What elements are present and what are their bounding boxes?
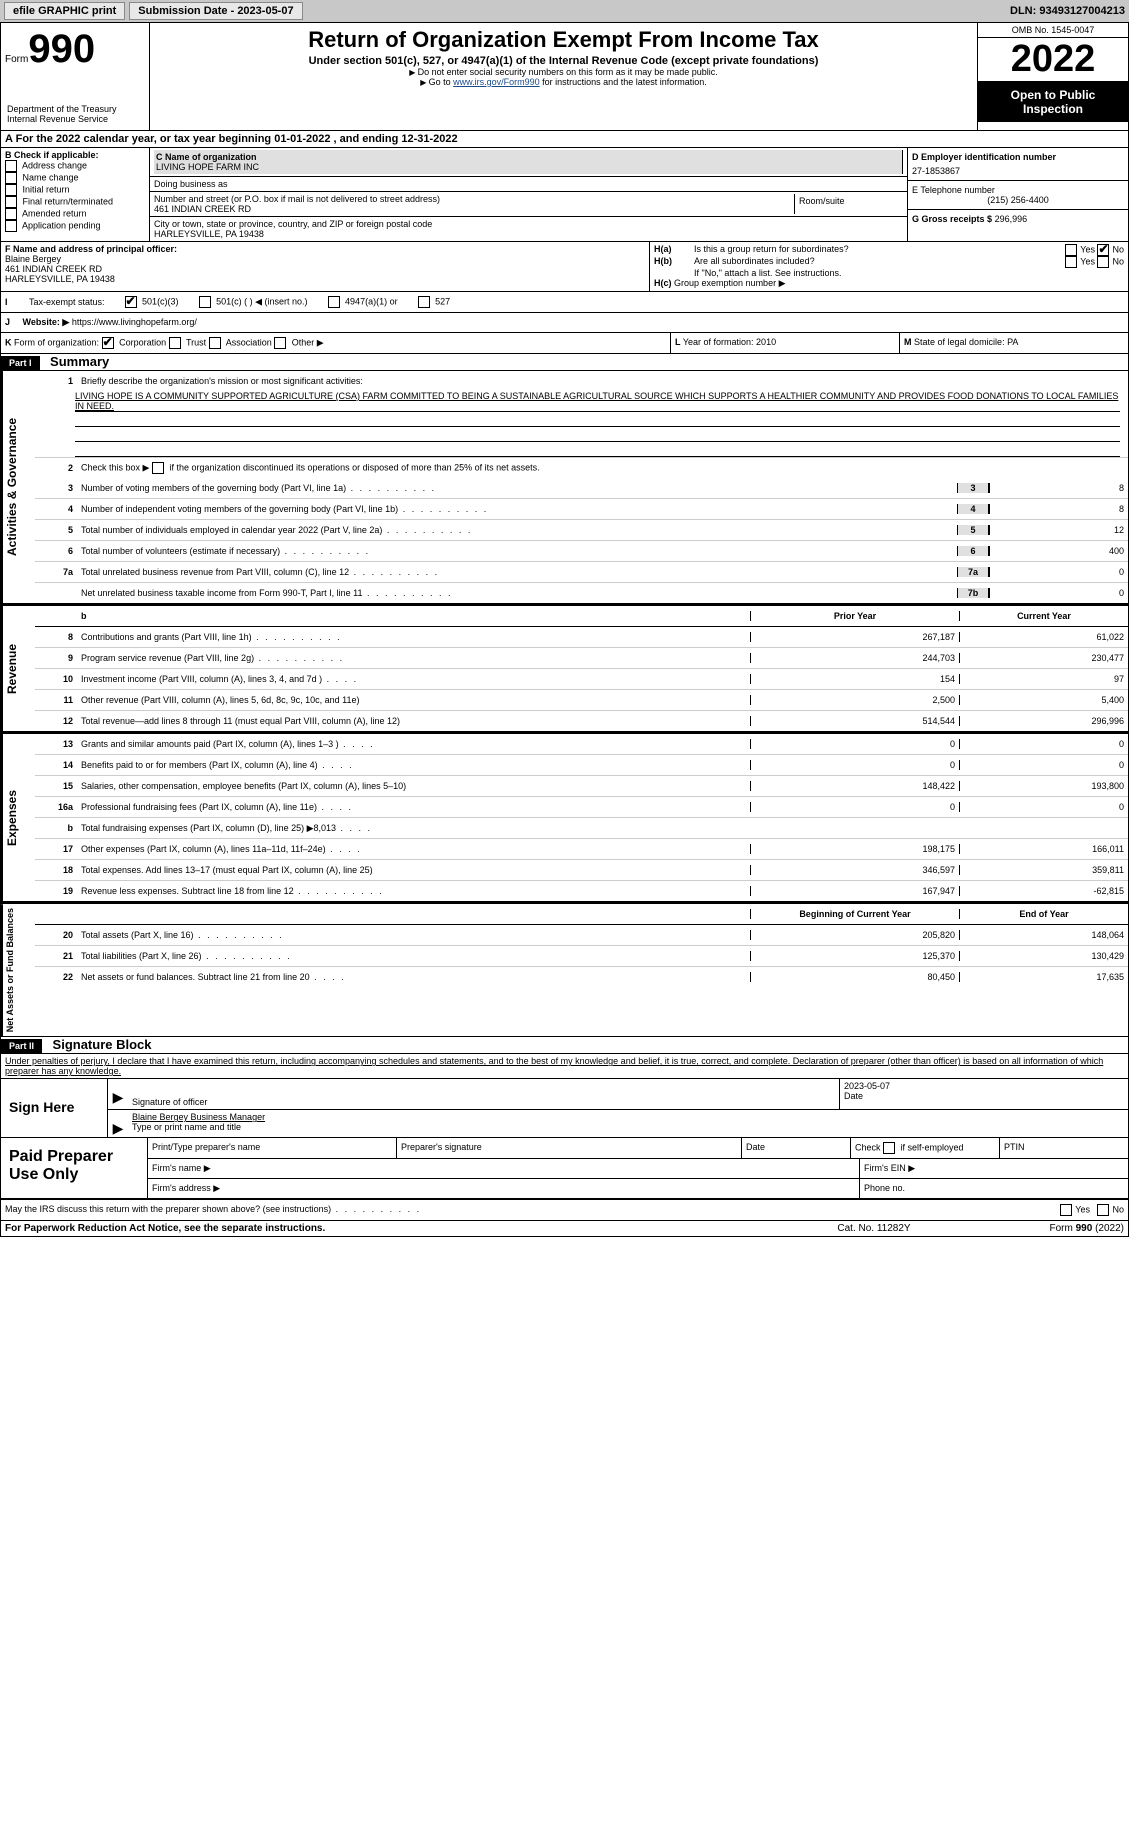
footer: For Paperwork Reduction Act Notice, see … bbox=[1, 1221, 1128, 1236]
hb-no-checkbox[interactable] bbox=[1097, 256, 1109, 268]
arrow-icon: ▶ bbox=[108, 1110, 128, 1137]
section-k: K Form of organization: Corporation Trus… bbox=[1, 333, 671, 353]
hb-yes-checkbox[interactable] bbox=[1065, 256, 1077, 268]
form-label: Form bbox=[5, 54, 28, 65]
org-name: LIVING HOPE FARM INC bbox=[156, 162, 900, 172]
efile-button[interactable]: efile GRAPHIC print bbox=[4, 2, 125, 20]
column-b: B Check if applicable: Address change Na… bbox=[1, 148, 150, 241]
net-section: Net Assets or Fund Balances Beginning of… bbox=[1, 902, 1128, 1037]
column-d: D Employer identification number 27-1853… bbox=[907, 148, 1128, 241]
discontinued-checkbox[interactable] bbox=[152, 462, 164, 474]
period-row: A For the 2022 calendar year, or tax yea… bbox=[1, 131, 1128, 148]
rev-side-label: Revenue bbox=[1, 606, 35, 731]
rev-section: Revenue b Prior Year Current Year 8Contr… bbox=[1, 604, 1128, 732]
discuss-row: May the IRS discuss this return with the… bbox=[1, 1200, 1128, 1221]
sign-here-block: Sign Here ▶ Signature of officer 2023-05… bbox=[1, 1078, 1128, 1138]
gov-side-label: Activities & Governance bbox=[1, 371, 35, 603]
527-checkbox[interactable] bbox=[418, 296, 430, 308]
tax-year: 2022 bbox=[978, 38, 1128, 82]
discuss-no-checkbox[interactable] bbox=[1097, 1204, 1109, 1216]
b-option-checkbox[interactable] bbox=[5, 196, 17, 208]
submission-button[interactable]: Submission Date - 2023-05-07 bbox=[129, 2, 302, 20]
section-m: M State of legal domicile: PA bbox=[900, 333, 1128, 353]
omb-number: OMB No. 1545-0047 bbox=[978, 23, 1128, 38]
discuss-yes-checkbox[interactable] bbox=[1060, 1204, 1072, 1216]
part1-header: Part I Summary bbox=[1, 354, 1128, 371]
ssn-note: Do not enter social security numbers on … bbox=[154, 67, 973, 77]
501c3-checkbox[interactable] bbox=[125, 296, 137, 308]
corp-checkbox[interactable] bbox=[102, 337, 114, 349]
omb-column: OMB No. 1545-0047 2022 Open to Public In… bbox=[977, 23, 1128, 130]
form-header: Form990 Department of the TreasuryIntern… bbox=[1, 23, 1128, 131]
dln-label: DLN: 93493127004213 bbox=[1010, 5, 1125, 17]
section-bcd: B Check if applicable: Address change Na… bbox=[1, 148, 1128, 242]
gross-receipts: 296,996 bbox=[995, 214, 1028, 224]
part2-header: Part II Signature Block bbox=[1, 1037, 1128, 1054]
b-option-checkbox[interactable] bbox=[5, 208, 17, 220]
topbar: efile GRAPHIC print Submission Date - 20… bbox=[0, 0, 1129, 22]
website-url: https://www.livinghopefarm.org/ bbox=[72, 317, 197, 327]
phone: (215) 256-4400 bbox=[912, 195, 1124, 205]
officer-typed-name: Blaine Bergey Business Manager bbox=[132, 1112, 1124, 1122]
form-page: Form990 Department of the TreasuryIntern… bbox=[0, 22, 1129, 1237]
exp-section: Expenses 13Grants and similar amounts pa… bbox=[1, 732, 1128, 902]
section-l: L Year of formation: 2010 bbox=[671, 333, 900, 353]
section-fh: F Name and address of principal officer:… bbox=[1, 242, 1128, 292]
b-option-checkbox[interactable] bbox=[5, 172, 17, 184]
header-middle: Return of Organization Exempt From Incom… bbox=[150, 23, 977, 130]
501c-checkbox[interactable] bbox=[199, 296, 211, 308]
section-f: F Name and address of principal officer:… bbox=[1, 242, 650, 291]
net-side-label: Net Assets or Fund Balances bbox=[1, 904, 35, 1036]
declaration-text: Under penalties of perjury, I declare th… bbox=[1, 1054, 1128, 1078]
klm-row: K Form of organization: Corporation Trus… bbox=[1, 333, 1128, 354]
goto-note: Go to www.irs.gov/Form990 for instructio… bbox=[154, 77, 973, 87]
form-number: 990 bbox=[28, 27, 95, 71]
officer-name: Blaine Bergey bbox=[5, 254, 61, 264]
ha-no-checkbox[interactable] bbox=[1097, 244, 1109, 256]
b-option-checkbox[interactable] bbox=[5, 160, 17, 172]
gov-section: Activities & Governance 1Briefly describ… bbox=[1, 371, 1128, 604]
trust-checkbox[interactable] bbox=[169, 337, 181, 349]
tax-status-row: I Tax-exempt status: 501(c)(3) 501(c) ( … bbox=[1, 292, 1128, 313]
inspection-label: Open to Public Inspection bbox=[978, 82, 1128, 122]
form-id-block: Form990 Department of the TreasuryIntern… bbox=[1, 23, 150, 130]
preparer-block: Paid Preparer Use Only Print/Type prepar… bbox=[1, 1138, 1128, 1200]
other-checkbox[interactable] bbox=[274, 337, 286, 349]
ha-yes-checkbox[interactable] bbox=[1065, 244, 1077, 256]
4947-checkbox[interactable] bbox=[328, 296, 340, 308]
mission-text: LIVING HOPE IS A COMMUNITY SUPPORTED AGR… bbox=[75, 391, 1120, 412]
exp-side-label: Expenses bbox=[1, 734, 35, 901]
arrow-icon: ▶ bbox=[108, 1079, 128, 1109]
org-city: HARLEYSVILLE, PA 19438 bbox=[154, 229, 903, 239]
self-employed-checkbox[interactable] bbox=[883, 1142, 895, 1154]
website-row: J Website: ▶ https://www.livinghopefarm.… bbox=[1, 313, 1128, 333]
ein: 27-1853867 bbox=[912, 166, 1124, 176]
b-option-checkbox[interactable] bbox=[5, 184, 17, 196]
b-option-checkbox[interactable] bbox=[5, 220, 17, 232]
assoc-checkbox[interactable] bbox=[209, 337, 221, 349]
irs-link[interactable]: www.irs.gov/Form990 bbox=[453, 77, 540, 87]
sig-date: 2023-05-07 bbox=[844, 1081, 1124, 1091]
section-h: H(a)Is this a group return for subordina… bbox=[650, 242, 1128, 291]
column-c: C Name of organization LIVING HOPE FARM … bbox=[150, 148, 907, 241]
subtitle: Under section 501(c), 527, or 4947(a)(1)… bbox=[154, 55, 973, 67]
main-title: Return of Organization Exempt From Incom… bbox=[154, 27, 973, 53]
dept-label: Department of the TreasuryInternal Reven… bbox=[5, 102, 145, 126]
org-addr: 461 INDIAN CREEK RD bbox=[154, 204, 794, 214]
